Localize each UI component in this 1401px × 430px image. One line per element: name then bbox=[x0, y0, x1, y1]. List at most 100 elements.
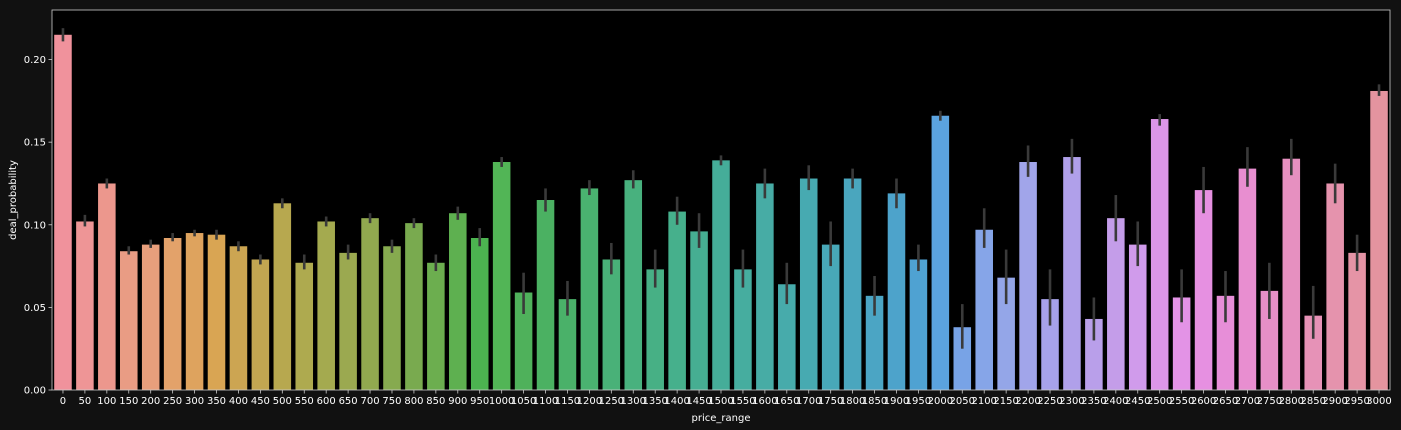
x-tick-label: 2950 bbox=[1344, 396, 1369, 407]
x-tick-label: 1100 bbox=[533, 396, 558, 407]
bar-150 bbox=[120, 251, 138, 390]
x-tick-label: 2900 bbox=[1322, 396, 1347, 407]
x-tick-label: 1450 bbox=[686, 396, 711, 407]
bars-layer bbox=[54, 34, 1388, 391]
bar-2450 bbox=[1128, 244, 1147, 390]
x-tick-label: 1400 bbox=[664, 396, 689, 407]
bar-2700 bbox=[1238, 168, 1257, 390]
bar-100 bbox=[98, 183, 116, 390]
bar-2150 bbox=[997, 277, 1015, 390]
y-axis: 0.00 0.05 0.10 0.15 0.20 bbox=[24, 55, 52, 397]
bar-950 bbox=[470, 238, 489, 390]
bar-2850 bbox=[1304, 315, 1323, 390]
x-tick-label: 100 bbox=[97, 396, 116, 407]
x-tick-label: 1700 bbox=[796, 396, 821, 407]
bar-1150 bbox=[558, 299, 577, 390]
error-bars-layer bbox=[61, 28, 1381, 349]
bar-1700 bbox=[799, 178, 818, 390]
bar-450 bbox=[251, 259, 270, 390]
bar-300 bbox=[185, 233, 204, 390]
bar-550 bbox=[295, 262, 314, 390]
x-tick-label: 950 bbox=[470, 396, 489, 407]
x-tick-label: 1800 bbox=[840, 396, 865, 407]
x-tick-label: 1200 bbox=[577, 396, 602, 407]
y-tick-label: 0.10 bbox=[24, 220, 46, 231]
x-tick-label: 2150 bbox=[993, 396, 1018, 407]
x-tick-label: 1600 bbox=[752, 396, 777, 407]
x-tick-label: 2450 bbox=[1125, 396, 1150, 407]
bar-1100 bbox=[536, 200, 555, 390]
bar-1400 bbox=[668, 211, 686, 390]
bar-2800 bbox=[1282, 158, 1301, 390]
x-tick-label: 1550 bbox=[730, 396, 755, 407]
x-tick-label: 1950 bbox=[906, 396, 931, 407]
x-tick-label: 300 bbox=[185, 396, 204, 407]
bar-1050 bbox=[514, 292, 533, 390]
bar-1950 bbox=[909, 259, 928, 390]
x-tick-label: 400 bbox=[229, 396, 248, 407]
bar-1250 bbox=[602, 259, 621, 390]
bar-2600 bbox=[1194, 190, 1213, 390]
x-tick-label: 250 bbox=[163, 396, 182, 407]
x-tick-label: 2000 bbox=[928, 396, 953, 407]
x-tick-label: 1150 bbox=[555, 396, 580, 407]
bar-750 bbox=[383, 246, 401, 390]
x-tick-label: 2400 bbox=[1103, 396, 1128, 407]
y-tick-label: 0.20 bbox=[24, 55, 46, 66]
bar-2650 bbox=[1216, 295, 1235, 390]
x-tick-label: 2800 bbox=[1279, 396, 1304, 407]
bar-1200 bbox=[580, 188, 599, 390]
x-tick-label: 800 bbox=[404, 396, 423, 407]
bar-2200 bbox=[1019, 162, 1037, 390]
y-tick-label: 0.15 bbox=[24, 138, 46, 149]
x-tick-label: 1250 bbox=[599, 396, 624, 407]
bar-2900 bbox=[1326, 183, 1344, 390]
x-tick-label: 3000 bbox=[1366, 396, 1391, 407]
x-tick-label: 2050 bbox=[950, 396, 975, 407]
bar-1350 bbox=[646, 269, 664, 390]
x-tick-label: 50 bbox=[79, 396, 92, 407]
bar-2950 bbox=[1348, 252, 1366, 390]
bar-800 bbox=[405, 223, 423, 390]
bar-2050 bbox=[953, 327, 972, 390]
bar-1800 bbox=[843, 178, 862, 390]
x-tick-label: 700 bbox=[361, 396, 380, 407]
bar-2500 bbox=[1150, 119, 1169, 390]
bar-2350 bbox=[1085, 318, 1103, 390]
x-tick-label: 2500 bbox=[1147, 396, 1172, 407]
x-tick-label: 150 bbox=[119, 396, 138, 407]
x-tick-label: 1650 bbox=[774, 396, 799, 407]
bar-350 bbox=[207, 234, 226, 390]
x-tick-label: 2700 bbox=[1235, 396, 1260, 407]
x-tick-label: 1350 bbox=[642, 396, 667, 407]
bar-2750 bbox=[1260, 290, 1279, 390]
bar-2000 bbox=[931, 115, 950, 391]
bar-2550 bbox=[1172, 297, 1191, 390]
x-tick-label: 550 bbox=[295, 396, 314, 407]
x-tick-label: 2350 bbox=[1081, 396, 1106, 407]
x-tick-label: 2750 bbox=[1257, 396, 1282, 407]
bar-1550 bbox=[734, 269, 752, 390]
x-tick-label: 850 bbox=[426, 396, 445, 407]
x-tick-label: 900 bbox=[448, 396, 467, 407]
x-tick-label: 750 bbox=[382, 396, 401, 407]
x-tick-label: 600 bbox=[317, 396, 336, 407]
y-tick-label: 0.05 bbox=[24, 303, 46, 314]
x-tick-label: 1300 bbox=[621, 396, 646, 407]
bar-3000 bbox=[1370, 90, 1388, 391]
bar-1600 bbox=[756, 183, 774, 390]
x-tick-label: 1500 bbox=[708, 396, 733, 407]
x-tick-label: 450 bbox=[251, 396, 270, 407]
bar-1650 bbox=[778, 284, 796, 390]
x-tick-label: 2600 bbox=[1191, 396, 1216, 407]
bar-1450 bbox=[690, 231, 708, 390]
x-tick-label: 350 bbox=[207, 396, 226, 407]
x-tick-label: 2650 bbox=[1213, 396, 1238, 407]
bar-900 bbox=[449, 213, 467, 390]
x-axis-label: price_range bbox=[692, 413, 751, 424]
x-tick-label: 500 bbox=[273, 396, 292, 407]
bar-1000 bbox=[492, 162, 511, 390]
bar-700 bbox=[361, 218, 379, 390]
bar-1850 bbox=[865, 295, 884, 390]
